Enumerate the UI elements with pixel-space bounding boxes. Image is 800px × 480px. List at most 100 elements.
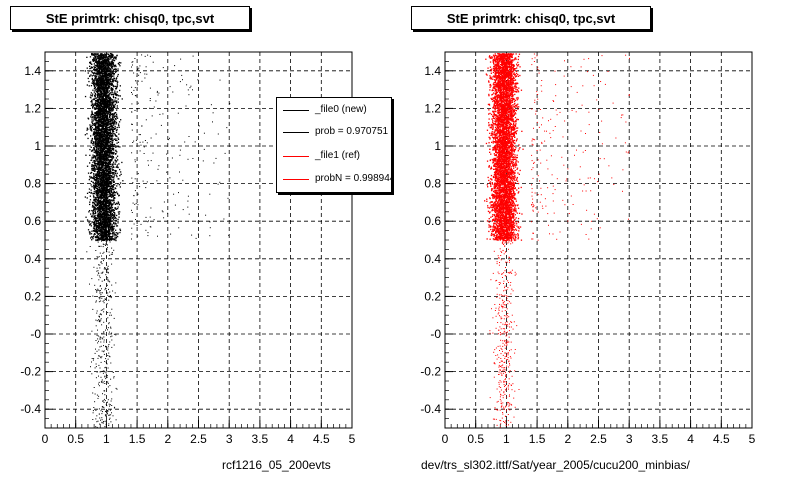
data-point [93, 87, 96, 90]
data-point [111, 138, 113, 141]
data-point [92, 83, 95, 85]
data-point [98, 183, 101, 185]
data-point [110, 206, 113, 208]
data-point [96, 63, 98, 65]
data-point [100, 97, 103, 99]
data-point [105, 55, 107, 57]
data-point [100, 55, 102, 57]
data-point [98, 237, 100, 239]
data-point [98, 225, 101, 227]
data-point [93, 191, 95, 193]
data-point [109, 235, 111, 238]
data-point [95, 127, 97, 129]
data-point [109, 171, 111, 173]
data-point [101, 162, 104, 165]
data-point [97, 92, 99, 95]
data-point [104, 53, 106, 55]
data-point [106, 82, 108, 84]
data-point [100, 100, 102, 102]
data-point [110, 61, 112, 63]
data-point [106, 90, 108, 92]
data-point [94, 163, 96, 165]
data-point [94, 85, 96, 87]
data-point [100, 124, 102, 127]
data-point [100, 159, 102, 161]
data-point [102, 228, 104, 230]
data-point [104, 115, 107, 117]
data-point [107, 173, 109, 176]
data-point [113, 217, 115, 219]
data-point [94, 56, 96, 58]
data-point [92, 141, 94, 143]
data-point [98, 83, 100, 85]
data-point [111, 209, 113, 212]
data-point [106, 106, 108, 108]
data-point [105, 229, 108, 232]
data-point [109, 149, 111, 151]
data-point [112, 203, 114, 205]
data-point [94, 185, 96, 187]
data-point [109, 229, 111, 231]
data-point [96, 195, 98, 197]
data-point [89, 127, 91, 129]
data-point [99, 119, 101, 121]
data-point [101, 69, 103, 72]
data-point [106, 225, 109, 227]
data-point [86, 56, 88, 58]
data-point [107, 194, 109, 196]
data-point [105, 138, 107, 140]
data-point [93, 225, 95, 227]
data-point [108, 95, 110, 97]
data-point [104, 207, 106, 209]
data-point [110, 194, 112, 197]
data-point [115, 97, 117, 99]
data-point [94, 223, 97, 226]
data-point [96, 136, 98, 138]
data-point [97, 115, 99, 117]
data-point [89, 125, 92, 127]
data-point [97, 210, 100, 212]
data-point [99, 185, 101, 187]
data-point [110, 55, 112, 57]
data-point [98, 165, 100, 167]
data-point [101, 142, 103, 145]
data-point [100, 92, 103, 94]
data-point [103, 213, 105, 215]
data-point [87, 137, 89, 140]
data-point [106, 118, 108, 121]
data-point [110, 228, 112, 230]
data-point [95, 115, 97, 117]
data-point [112, 166, 114, 169]
data-point [112, 79, 114, 82]
data-point [112, 156, 114, 158]
data-point [114, 159, 116, 161]
data-point [115, 68, 117, 70]
data-point [108, 103, 110, 105]
data-point [97, 144, 99, 146]
data-point [99, 129, 101, 131]
data-point [89, 232, 91, 234]
data-point [93, 206, 96, 209]
data-point [97, 168, 99, 171]
data-point [96, 90, 98, 92]
data-point [104, 170, 106, 173]
x-tick-label: 4.5 [313, 432, 330, 446]
data-point [97, 177, 100, 180]
data-point [105, 154, 107, 157]
data-point [119, 168, 121, 171]
data-point [101, 161, 103, 163]
data-point [100, 54, 103, 56]
data-point [103, 153, 105, 156]
data-point [115, 238, 117, 240]
data-point [101, 172, 103, 174]
data-point [101, 158, 104, 160]
data-point [87, 118, 90, 120]
data-point [115, 78, 118, 80]
data-point [109, 98, 111, 101]
data-point [105, 169, 108, 171]
data-point [91, 53, 93, 55]
data-point [97, 102, 99, 105]
data-point [117, 222, 119, 224]
data-point [101, 160, 103, 162]
data-point [110, 204, 113, 206]
